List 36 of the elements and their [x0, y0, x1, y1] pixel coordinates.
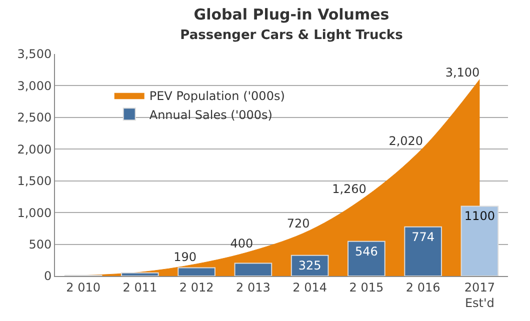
chart-subtitle: Passenger Cars & Light Trucks	[180, 28, 404, 43]
chart-title: Global Plug-in Volumes	[194, 5, 390, 24]
data-label: 720	[286, 216, 310, 230]
legend-label: PEV Population ('000s)	[149, 88, 285, 103]
x-tick-label: 2 012	[179, 280, 214, 294]
y-tick-label: 3,000	[17, 78, 52, 93]
data-label: 325	[298, 258, 322, 272]
y-tick-label: 0	[44, 269, 52, 284]
y-tick-label: 500	[28, 237, 52, 252]
x-tick-label: 2 016	[406, 280, 440, 294]
data-label: 774	[412, 230, 435, 244]
bar	[348, 240, 386, 276]
x-tick-label: 2 014	[292, 280, 327, 294]
x-tick-label: 2 011	[122, 280, 158, 294]
data-label: 546	[354, 244, 378, 258]
x-tick-label: 2017 Est'd	[464, 280, 495, 310]
bar	[234, 262, 272, 276]
data-label: 2,020	[388, 134, 424, 148]
y-tick-label: 2,500	[17, 110, 52, 125]
y-tick-label: 2,000	[17, 142, 52, 156]
x-tick-label: 2 013	[236, 280, 270, 294]
bar	[404, 226, 442, 276]
data-label: 1100	[464, 209, 495, 224]
x-tick-label: 2 015	[349, 280, 384, 294]
legend-label: Annual Sales ('000s)	[149, 108, 272, 122]
data-label: 400	[230, 236, 254, 251]
x-tick-label: 2 010	[66, 280, 100, 294]
data-label: 190	[174, 250, 197, 264]
bar	[121, 272, 159, 276]
bar	[460, 206, 499, 276]
data-label: 3,100	[445, 65, 480, 80]
bar	[178, 267, 216, 276]
y-tick-label: 1,500	[17, 174, 52, 188]
y-tick-label: 3,500	[17, 47, 52, 62]
y-tick-label: 1,000	[17, 206, 52, 220]
data-label: 1,260	[332, 182, 366, 196]
